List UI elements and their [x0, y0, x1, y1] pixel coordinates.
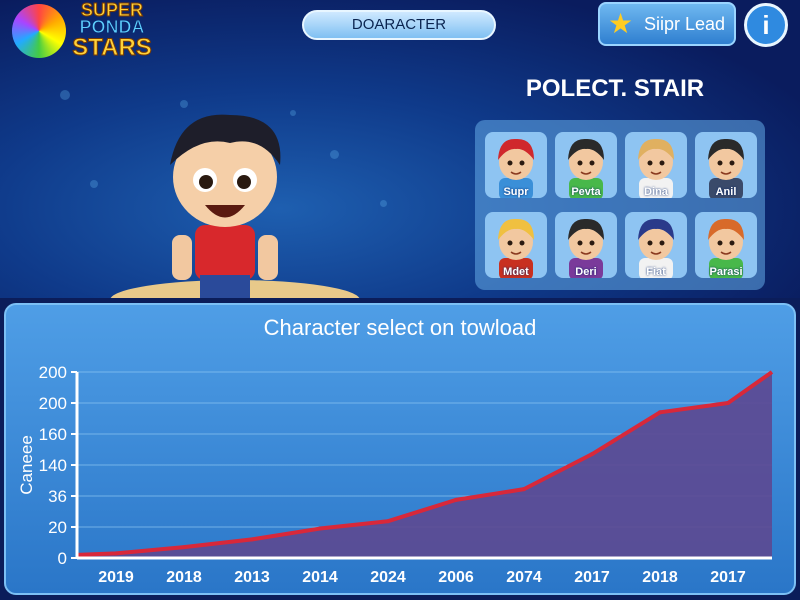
star-icon: ★ — [608, 8, 634, 39]
y-tick-label: 20 — [48, 518, 67, 537]
data-point — [726, 401, 730, 405]
character-portrait — [568, 218, 604, 278]
game-scene: SUPER PONDA STARS DOARACTER ★ Siipr Lead… — [0, 0, 800, 298]
character-name: Anil — [715, 186, 737, 198]
x-tick-label: 2018 — [166, 569, 202, 586]
data-point — [590, 452, 594, 457]
x-tick-label: 2013 — [234, 569, 270, 586]
leaderboard-button[interactable]: ★ Siipr Lead — [598, 2, 736, 46]
x-tick-label: 2018 — [642, 569, 678, 586]
data-point — [454, 497, 458, 502]
character-name: Pevta — [571, 186, 601, 198]
y-tick-label: 140 — [39, 456, 67, 475]
character-card[interactable]: Mdet — [485, 212, 547, 278]
y-axis-label: Caneee — [17, 435, 36, 495]
character-name: Deri — [575, 266, 597, 278]
x-tick-label: 2019 — [98, 569, 134, 586]
chart-panel: Character select on towload 0 20 36 140 160 2… — [4, 303, 796, 595]
character-name: Parasi — [709, 266, 743, 278]
y-tick-label: 160 — [39, 425, 67, 444]
x-tick-label: 2017 — [710, 569, 746, 586]
character-card[interactable]: Dina — [625, 132, 687, 198]
y-tick-label: 0 — [58, 549, 67, 568]
data-point — [182, 545, 186, 550]
character-card[interactable]: Parasi — [695, 212, 757, 278]
data-point — [522, 487, 526, 492]
area-fill — [77, 372, 772, 558]
logo-line-1: SUPER — [80, 0, 143, 20]
chart-title: Character select on towload — [263, 315, 537, 340]
x-tick-label: 2006 — [438, 569, 474, 586]
character-portrait — [568, 138, 604, 198]
character-name: Mdet — [503, 266, 529, 278]
y-tick-label: 36 — [48, 487, 67, 506]
series-line — [76, 370, 774, 557]
y-tick-label: 200 — [39, 363, 67, 382]
character-card[interactable]: Pevta — [555, 132, 617, 198]
character-portrait — [498, 138, 534, 198]
character-card[interactable]: Deri — [555, 212, 617, 278]
character-portrait — [708, 218, 744, 278]
logo-line-3: STARS — [72, 34, 153, 61]
character-card[interactable]: Fiat — [625, 212, 687, 278]
data-point — [386, 519, 390, 524]
x-tick-label: 2074 — [506, 569, 542, 586]
character-portrait — [638, 218, 674, 278]
leaderboard-label: Siipr Lead — [644, 14, 726, 34]
hero-character — [170, 114, 281, 298]
data-point — [250, 537, 254, 542]
x-tick-label: 2017 — [574, 569, 610, 586]
select-title: POLECT. STAIR — [525, 75, 705, 102]
x-tick-label: 2024 — [370, 569, 406, 586]
character-grid: Supr Pevta Dina Anil Mdet Deri — [475, 120, 765, 290]
y-tick-label: 200 — [39, 394, 67, 413]
character-card[interactable]: Anil — [695, 132, 757, 198]
character-portrait — [498, 218, 534, 278]
info-button[interactable]: i — [744, 3, 788, 47]
character-name: Supr — [503, 186, 529, 198]
character-tab-button[interactable]: DOARACTER — [302, 10, 496, 40]
character-portrait — [638, 138, 674, 198]
data-point — [318, 526, 322, 531]
data-point — [114, 551, 118, 556]
info-icon: i — [762, 10, 770, 40]
line-chart: 0 20 36 140 160 200 200 2019 2018 2013 2014 2024 200… — [17, 363, 774, 586]
character-card[interactable]: Supr — [485, 132, 547, 198]
x-tick-label: 2014 — [302, 569, 338, 586]
character-name: Dina — [644, 186, 668, 198]
logo-avatar — [12, 4, 66, 58]
logo-line-2: PONDA — [79, 17, 145, 37]
data-point — [658, 410, 662, 415]
character-portrait — [708, 138, 744, 198]
character-name: Fiat — [646, 266, 666, 278]
game-logo: SUPER PONDA STARS — [10, 0, 160, 61]
